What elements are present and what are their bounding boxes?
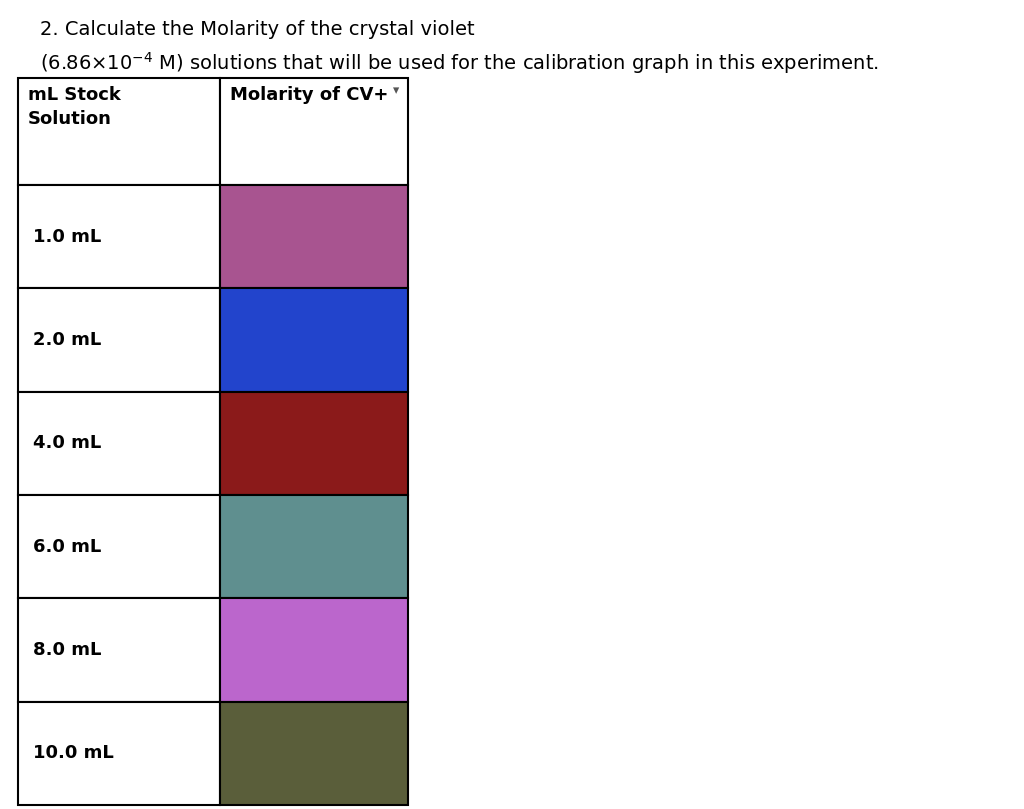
Text: mL Stock
Solution: mL Stock Solution [29,86,121,128]
Text: 1.0 mL: 1.0 mL [34,227,101,246]
Text: 4.0 mL: 4.0 mL [34,434,101,452]
Text: 2.0 mL: 2.0 mL [34,331,101,349]
Text: 10.0 mL: 10.0 mL [34,744,114,762]
Text: 2. Calculate the Molarity of the crystal violet: 2. Calculate the Molarity of the crystal… [40,20,475,39]
Text: Molarity of CV+: Molarity of CV+ [230,86,389,104]
Text: (6.86$\times$10$^{-4}$ M) solutions that will be used for the calibration graph : (6.86$\times$10$^{-4}$ M) solutions that… [40,50,879,76]
Text: 8.0 mL: 8.0 mL [34,641,101,659]
Text: 6.0 mL: 6.0 mL [34,538,101,556]
Text: ▾: ▾ [392,84,398,97]
